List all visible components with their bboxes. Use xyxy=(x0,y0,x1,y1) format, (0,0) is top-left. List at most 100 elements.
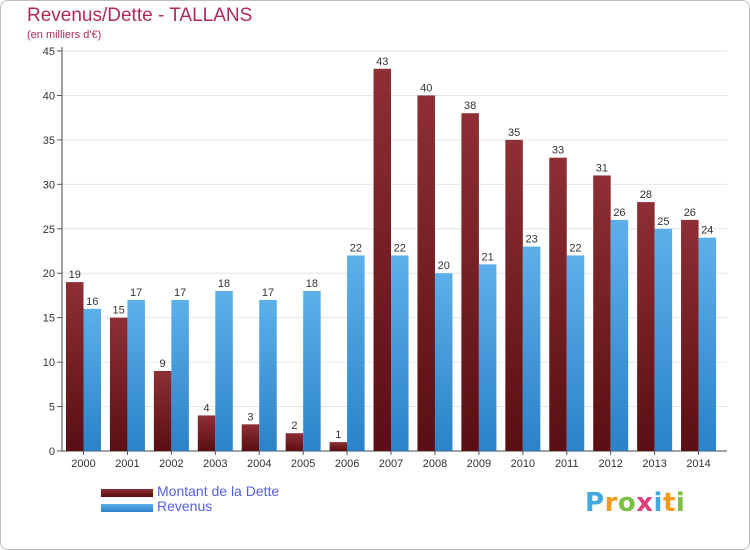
logo-letter: i xyxy=(653,488,663,518)
bar-revenus xyxy=(434,273,453,451)
data-label-dette: 38 xyxy=(464,100,476,112)
bar-dette xyxy=(241,424,260,451)
bar-dette xyxy=(329,442,348,451)
data-label-dette: 33 xyxy=(552,145,564,157)
data-label-dette: 2 xyxy=(291,420,297,432)
data-label-revenus: 22 xyxy=(394,242,406,254)
bar-revenus xyxy=(83,308,101,451)
logo-letter: P xyxy=(585,488,605,518)
x-tick-label: 2000 xyxy=(71,458,95,470)
bar-dette xyxy=(66,282,84,451)
x-tick-label: 2006 xyxy=(335,458,359,470)
data-label-dette: 31 xyxy=(596,162,608,174)
bar-dette xyxy=(285,433,304,451)
data-label-revenus: 26 xyxy=(613,207,625,219)
x-tick-label: 2010 xyxy=(511,458,535,470)
bar-dette xyxy=(549,157,567,451)
legend-label-revenus: Revenus xyxy=(157,498,213,514)
y-tick-label: 20 xyxy=(43,268,55,280)
data-label-dette: 28 xyxy=(640,189,652,201)
y-tick-label: 15 xyxy=(43,313,55,325)
logo-letter: o xyxy=(617,488,637,518)
bar-revenus xyxy=(171,299,189,451)
data-label-dette: 9 xyxy=(160,358,166,370)
x-tick-label: 2013 xyxy=(642,458,666,470)
data-label-dette: 3 xyxy=(247,411,253,423)
data-label-revenus: 22 xyxy=(569,242,581,254)
x-tick-label: 2009 xyxy=(467,458,491,470)
bar-dette xyxy=(681,219,699,451)
data-label-dette: 26 xyxy=(684,207,696,219)
x-tick-label: 2002 xyxy=(159,458,183,470)
data-label-revenus: 22 xyxy=(350,242,362,254)
bar-revenus xyxy=(610,219,629,451)
logo-letter: r xyxy=(604,488,618,518)
bar-revenus xyxy=(566,255,585,451)
data-label-revenus: 25 xyxy=(657,216,669,228)
x-tick-label: 2011 xyxy=(555,458,579,470)
data-label-revenus: 23 xyxy=(525,234,537,246)
data-label-dette: 40 xyxy=(420,82,432,94)
bar-dette xyxy=(505,139,523,451)
bar-dette xyxy=(637,202,655,451)
data-label-revenus: 21 xyxy=(482,251,494,263)
x-tick-label: 2014 xyxy=(686,458,710,470)
y-tick-label: 45 xyxy=(43,46,55,58)
bar-revenus xyxy=(215,291,233,451)
bar-dette xyxy=(197,415,216,451)
legend-swatch-revenus xyxy=(101,504,153,512)
legend-label-dette: Montant de la Dette xyxy=(157,483,280,499)
bar-chart: 0 5 10 15 20 25 30 35 40 45 19 16 2000 15 17 2001 9 17 200… xyxy=(43,46,727,470)
bar-revenus xyxy=(391,255,409,451)
bar-dette xyxy=(461,113,479,451)
data-label-dette: 15 xyxy=(113,305,125,317)
data-label-dette: 1 xyxy=(335,429,341,441)
data-label-revenus: 18 xyxy=(306,278,318,290)
y-tick-label: 40 xyxy=(43,90,55,102)
data-label-dette: 35 xyxy=(508,127,520,139)
data-label-revenus: 24 xyxy=(701,225,713,237)
bar-revenus xyxy=(127,299,145,451)
data-label-dette: 43 xyxy=(376,56,388,68)
x-tick-label: 2005 xyxy=(291,458,315,470)
x-tick-label: 2004 xyxy=(247,458,271,470)
data-label-revenus: 17 xyxy=(130,287,142,299)
data-label-revenus: 16 xyxy=(86,296,98,308)
bar-revenus xyxy=(303,291,321,451)
y-tick-label: 25 xyxy=(43,224,55,236)
x-tick-label: 2007 xyxy=(379,458,403,470)
y-tick-label: 5 xyxy=(49,402,55,414)
bar-dette xyxy=(109,317,128,451)
y-tick-label: 10 xyxy=(43,357,55,369)
bar-dette xyxy=(373,68,392,452)
bar-revenus xyxy=(522,246,541,451)
logo-letter: x xyxy=(636,488,654,518)
legend-swatch-dette xyxy=(101,489,153,497)
bar-dette xyxy=(417,95,435,451)
bar-revenus xyxy=(259,299,277,451)
x-tick-label: 2003 xyxy=(203,458,227,470)
x-tick-label: 2012 xyxy=(598,458,622,470)
data-label-dette: 4 xyxy=(203,402,209,414)
logo-letter: i xyxy=(675,488,686,518)
y-tick-label: 0 xyxy=(49,446,55,458)
data-label-revenus: 20 xyxy=(438,260,450,272)
data-label-revenus: 18 xyxy=(218,278,230,290)
proxiti-logo: Proxiti xyxy=(585,488,685,518)
bar-dette xyxy=(153,371,172,451)
bar-revenus xyxy=(347,255,365,451)
bar-dette xyxy=(593,175,611,451)
data-label-revenus: 17 xyxy=(174,287,186,299)
logo-letter: t xyxy=(662,488,676,518)
data-label-dette: 19 xyxy=(69,269,81,281)
bar-revenus xyxy=(478,264,497,451)
data-label-revenus: 17 xyxy=(262,287,274,299)
x-tick-label: 2008 xyxy=(423,458,447,470)
x-tick-label: 2001 xyxy=(115,458,139,470)
bar-revenus xyxy=(654,228,673,451)
y-tick-label: 30 xyxy=(43,179,55,191)
bar-revenus xyxy=(698,237,717,451)
y-tick-label: 35 xyxy=(43,135,55,147)
chart-title: Revenus/Dette - TALLANS xyxy=(27,5,253,26)
